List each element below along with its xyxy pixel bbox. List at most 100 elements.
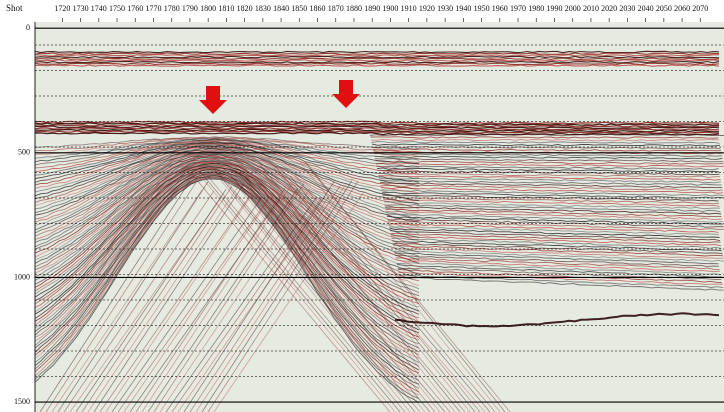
reflector bbox=[34, 142, 420, 187]
dipping-event bbox=[289, 175, 491, 412]
x-tick-label: 1830 bbox=[255, 4, 271, 13]
reflector bbox=[394, 312, 720, 328]
reflector bbox=[34, 136, 420, 150]
reflector bbox=[379, 179, 722, 186]
reflector bbox=[378, 177, 722, 184]
reflector bbox=[388, 223, 719, 233]
reflector bbox=[34, 159, 420, 293]
dipping-event bbox=[254, 163, 456, 412]
dipping-event bbox=[219, 173, 421, 412]
x-tick-label: 1930 bbox=[437, 4, 453, 13]
dipping-event bbox=[259, 164, 461, 412]
dipping-event bbox=[279, 167, 481, 412]
dipping-event bbox=[63, 190, 215, 412]
reflector bbox=[34, 161, 420, 304]
dipping-event bbox=[269, 162, 471, 412]
reflector bbox=[34, 147, 420, 220]
dipping-event bbox=[199, 171, 401, 412]
reflector bbox=[375, 160, 724, 165]
reflector bbox=[385, 208, 722, 218]
y-tick-label: 1500 bbox=[14, 397, 30, 406]
reflector bbox=[395, 257, 720, 270]
reflector bbox=[34, 173, 420, 374]
reflector bbox=[388, 226, 720, 236]
y-tick-label: 0 bbox=[26, 23, 30, 32]
x-tick-label: 1990 bbox=[546, 4, 562, 13]
x-tick-label: 1810 bbox=[218, 4, 234, 13]
y-tick-label: 1000 bbox=[14, 272, 30, 281]
x-tick-label: 1740 bbox=[91, 4, 107, 13]
reflector bbox=[34, 155, 420, 264]
reflector bbox=[394, 252, 719, 265]
reflector bbox=[34, 122, 720, 126]
reflector bbox=[34, 178, 420, 403]
reflector bbox=[34, 171, 420, 364]
reflector bbox=[389, 230, 721, 242]
x-tick-label: 2060 bbox=[674, 4, 690, 13]
reflector bbox=[35, 128, 719, 133]
reflector bbox=[34, 161, 420, 300]
reflector bbox=[34, 151, 420, 241]
reflector bbox=[34, 154, 420, 261]
dipping-event bbox=[111, 196, 263, 412]
dipping-event bbox=[135, 186, 287, 412]
reflector bbox=[393, 247, 724, 259]
dipping-event bbox=[93, 183, 245, 412]
reflector bbox=[34, 170, 420, 356]
reflector bbox=[34, 159, 420, 290]
dipping-event bbox=[57, 181, 209, 412]
reflector bbox=[371, 143, 721, 147]
dipping-event bbox=[141, 183, 293, 412]
dipping-event bbox=[294, 175, 496, 412]
reflector bbox=[34, 149, 420, 227]
reflector bbox=[34, 59, 720, 62]
x-tick-label: 1910 bbox=[401, 4, 417, 13]
dipping-event bbox=[213, 191, 365, 412]
reflector bbox=[34, 62, 720, 66]
reflector bbox=[397, 268, 723, 284]
reflector bbox=[387, 220, 724, 230]
dipping-event bbox=[244, 176, 446, 412]
dipping-event bbox=[309, 168, 511, 412]
reflector bbox=[34, 157, 420, 279]
axes: 0 500 1000 1500 1720 1730 1740 1750 1760 1770 1780… bbox=[14, 4, 724, 412]
reflector bbox=[380, 186, 724, 194]
reflector bbox=[374, 155, 723, 160]
y-tick-label: 500 bbox=[18, 148, 30, 157]
x-tick-label: 1770 bbox=[145, 4, 161, 13]
reflector bbox=[34, 125, 720, 130]
reflector bbox=[34, 123, 720, 128]
reflector bbox=[34, 153, 420, 253]
reflector bbox=[385, 210, 723, 221]
reflector bbox=[390, 235, 722, 247]
reflector bbox=[384, 206, 722, 215]
dipping-event bbox=[249, 173, 451, 412]
reflector bbox=[34, 137, 420, 157]
x-tick-label: 1960 bbox=[492, 4, 508, 13]
reflector bbox=[378, 175, 721, 181]
reflector bbox=[372, 148, 721, 152]
reflector bbox=[390, 232, 721, 244]
reflector bbox=[34, 139, 420, 168]
reflector bbox=[386, 213, 723, 223]
reflector bbox=[34, 165, 420, 323]
reflector bbox=[370, 136, 719, 139]
x-tick-label: 1860 bbox=[310, 4, 326, 13]
x-tick-label: 1920 bbox=[419, 4, 435, 13]
x-tick-label: 1800 bbox=[200, 4, 216, 13]
x-tick-label: 1870 bbox=[328, 4, 344, 13]
x-tick-label: 1820 bbox=[237, 4, 253, 13]
reflector bbox=[34, 141, 420, 179]
dipping-event bbox=[207, 180, 359, 412]
dipping-event bbox=[183, 181, 335, 412]
reflector bbox=[34, 137, 420, 154]
reflector bbox=[34, 130, 720, 134]
x-tick-label: 1760 bbox=[127, 4, 143, 13]
reflector bbox=[34, 144, 420, 198]
x-tick-label: 2030 bbox=[619, 4, 635, 13]
x-tick-label: 1720 bbox=[54, 4, 70, 13]
reflector bbox=[34, 177, 420, 400]
dipping-event bbox=[304, 161, 506, 412]
reflector bbox=[34, 166, 420, 334]
